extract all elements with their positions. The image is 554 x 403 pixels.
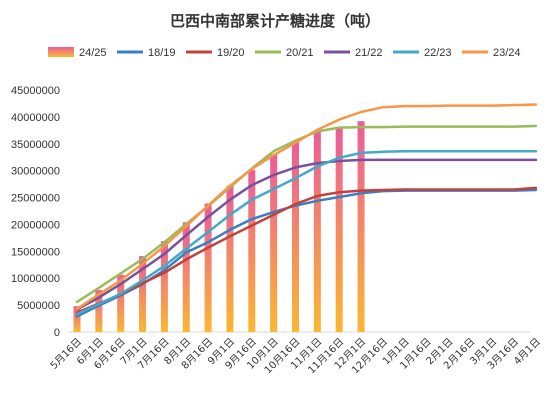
x-axis: 5月16日6月1日6月16日7月1日7月16日8月1日8月16日9月1日9月16… <box>48 331 543 376</box>
legend-label: 18/19 <box>148 47 176 59</box>
legend-swatch <box>48 47 74 57</box>
y-tick-label: 35000000 <box>11 139 60 151</box>
bar-24-25 <box>335 127 343 333</box>
bar-24-25 <box>226 185 234 332</box>
bar-24-25 <box>95 290 103 332</box>
legend-item: 19/20 <box>186 47 245 59</box>
bar-24-25 <box>139 256 147 332</box>
y-tick-label: 30000000 <box>11 166 60 178</box>
bar-24-25 <box>270 154 278 332</box>
legend-label: 21/22 <box>355 47 383 59</box>
legend-label: 20/21 <box>286 47 314 59</box>
y-tick-label: 15000000 <box>11 246 60 258</box>
bar-24-25 <box>160 241 168 332</box>
y-tick-label: 10000000 <box>11 273 60 285</box>
legend-item: 24/25 <box>48 47 107 59</box>
bar-24-25 <box>357 121 365 333</box>
legend-item: 18/19 <box>117 47 176 59</box>
line-21-22 <box>75 158 538 311</box>
legend-item: 21/22 <box>324 47 383 59</box>
bar-24-25 <box>117 274 125 332</box>
bar-24-25 <box>313 130 321 332</box>
line-series-group <box>75 103 538 318</box>
y-tick-label: 5000000 <box>17 300 60 312</box>
y-tick-label: 25000000 <box>11 193 60 205</box>
line-19-20 <box>75 186 538 314</box>
legend-item: 22/23 <box>393 47 452 59</box>
chart-legend: 24/25 18/19 19/20 20/21 21/22 22/23 23/24 <box>48 47 521 59</box>
bar-24-25 <box>248 170 256 332</box>
y-axis: 0 5000000 10000000 15000000 20000000 25000000… <box>11 85 60 339</box>
chart-title: 巴西中南部累计产糖进度（吨） <box>170 12 380 30</box>
bar-24-25 <box>73 306 81 332</box>
y-tick-label: 20000000 <box>11 219 60 231</box>
bar-series-24-25 <box>73 121 365 333</box>
legend-label: 19/20 <box>217 47 245 59</box>
x-tick-label: 5月16日 <box>48 336 84 372</box>
y-tick-label: 40000000 <box>11 112 60 124</box>
bar-24-25 <box>182 222 190 332</box>
bar-24-25 <box>292 141 299 332</box>
y-tick-label: 45000000 <box>11 85 60 97</box>
y-tick-label: 0 <box>54 327 60 339</box>
line-23-24 <box>75 103 538 311</box>
bar-24-25 <box>204 203 212 332</box>
legend-label: 23/24 <box>493 47 521 59</box>
legend-label: 24/25 <box>79 47 107 59</box>
legend-item: 23/24 <box>462 47 521 59</box>
line-22-23 <box>75 150 538 316</box>
legend-label: 22/23 <box>424 47 452 59</box>
legend-item: 20/21 <box>255 47 314 59</box>
